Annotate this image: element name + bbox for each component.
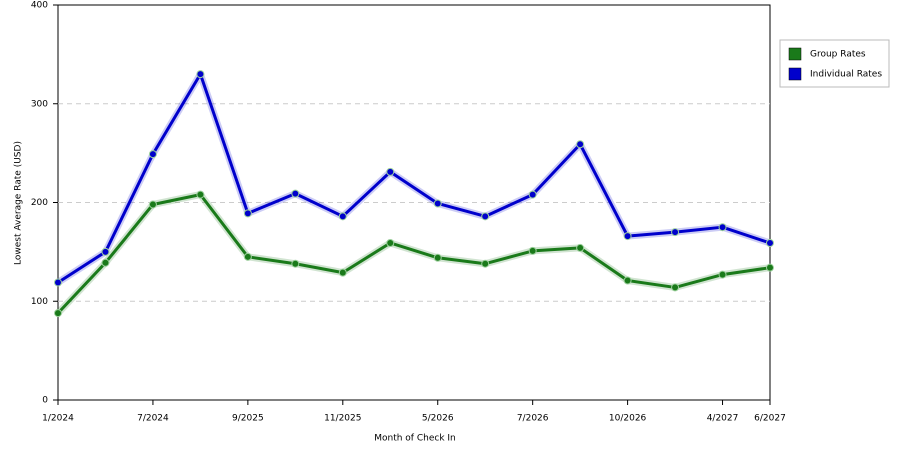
y-tick-label: 300	[31, 99, 48, 109]
legend-label: Group Rates	[810, 50, 866, 60]
point	[623, 232, 632, 241]
x-tick-label: 1/2024	[42, 414, 74, 424]
x-tick-label: 10/2026	[609, 414, 647, 424]
point	[196, 190, 205, 199]
x-tick-label: 4/2027	[707, 414, 739, 424]
point	[718, 223, 727, 232]
point	[481, 259, 490, 268]
point	[766, 238, 774, 247]
y-axis-label: Lowest Average Rate (USD)	[14, 141, 24, 265]
point	[718, 270, 727, 279]
point	[766, 263, 774, 272]
x-tick-label: 7/2026	[517, 414, 549, 424]
y-tick-label: 0	[42, 396, 48, 406]
x-tick-label: 6/2027	[754, 414, 786, 424]
x-tick-label: 9/2025	[232, 414, 264, 424]
legend-swatch	[788, 47, 802, 61]
point	[148, 150, 157, 159]
legend-label: Individual Rates	[810, 70, 882, 80]
point	[481, 212, 490, 221]
y-tick-label: 400	[31, 1, 48, 11]
point	[291, 189, 300, 198]
point	[101, 258, 110, 267]
point	[528, 246, 537, 255]
point	[671, 228, 680, 237]
point	[576, 140, 585, 149]
point	[433, 199, 442, 208]
point	[243, 209, 252, 218]
point	[576, 243, 585, 252]
point	[148, 200, 157, 209]
point	[338, 268, 347, 277]
point	[528, 190, 537, 199]
x-axis-label: Month of Check In	[374, 434, 456, 444]
x-tick-label: 11/2025	[324, 414, 361, 424]
x-tick-label: 7/2024	[137, 414, 169, 424]
point	[671, 283, 680, 292]
series-line	[56, 193, 771, 315]
point	[433, 253, 442, 262]
point	[338, 212, 347, 221]
point	[196, 70, 205, 79]
point	[386, 167, 395, 176]
point	[623, 276, 632, 285]
x-tick-label: 5/2026	[422, 414, 454, 424]
point	[101, 247, 110, 256]
point	[291, 259, 300, 268]
legend-swatch	[788, 67, 802, 81]
point	[54, 278, 62, 287]
y-tick-label: 100	[31, 297, 48, 307]
series-line	[57, 72, 771, 284]
point	[243, 252, 252, 261]
point	[54, 309, 62, 318]
y-tick-label: 200	[31, 198, 48, 208]
point	[386, 238, 395, 247]
